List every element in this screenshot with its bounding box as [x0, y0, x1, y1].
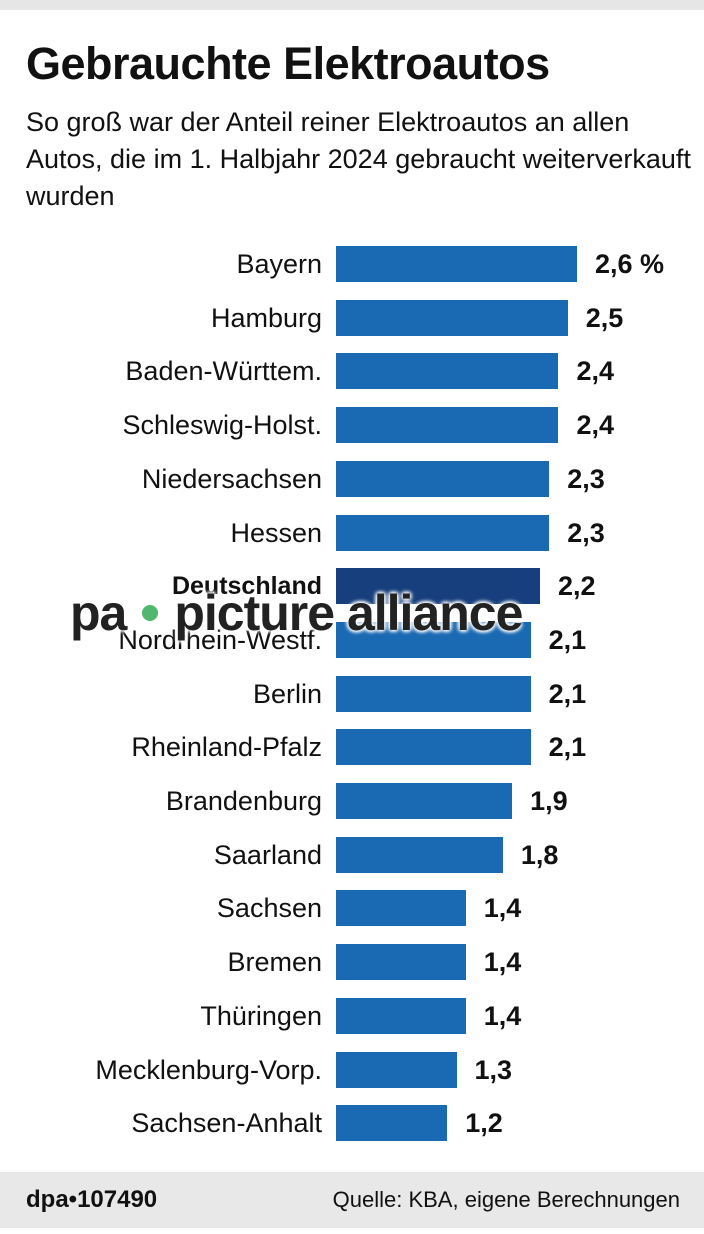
bar — [336, 783, 513, 819]
bar-row: Rheinland-Pfalz 2,1 — [0, 729, 704, 766]
bar-row: Schleswig-Holst. 2,4 — [0, 407, 704, 444]
bar-row: Nordrhein-Westf. 2,1 — [0, 621, 704, 658]
bar-row: Sachsen-Anhalt 1,2 — [0, 1105, 704, 1142]
category-label: Sachsen-Anhalt — [131, 1108, 322, 1139]
bar-row: Berlin 2,1 — [0, 675, 704, 712]
bar — [336, 1051, 457, 1088]
bar-row: Bayern 2,6 % — [0, 246, 704, 282]
value-label: 1,4 — [483, 1000, 522, 1031]
category-label: Deutschland — [171, 572, 322, 601]
value-label: 2,3 — [567, 463, 605, 494]
bar-row: Saarland 1,8 — [0, 836, 704, 873]
value-label: 1,4 — [483, 947, 522, 978]
category-label: Saarland — [213, 839, 322, 870]
bar — [336, 460, 550, 497]
value-label: 2,1 — [548, 678, 587, 709]
category-label: Niedersachsen — [141, 463, 322, 494]
category-label: Hamburg — [210, 302, 322, 333]
category-label: Nordrhein-Westf. — [118, 624, 322, 655]
value-label: 1,9 — [530, 786, 568, 816]
bar — [336, 407, 559, 444]
category-label: Berlin — [252, 678, 322, 709]
watermark-pa: pa — [70, 585, 127, 641]
value-label: 2,1 — [548, 624, 587, 655]
value-label: 1,2 — [465, 1108, 503, 1139]
bar — [336, 944, 466, 981]
value-label: 2,1 — [548, 732, 587, 763]
bar — [336, 997, 466, 1034]
bar-row: Brandenburg 1,9 — [0, 783, 704, 819]
category-label: Hessen — [230, 517, 322, 548]
category-label: Thüringen — [200, 1000, 322, 1031]
category-label: Brandenburg — [165, 786, 322, 816]
bar — [336, 836, 503, 873]
bar-row: Thüringen 1,4 — [0, 997, 704, 1034]
category-label: Rheinland-Pfalz — [131, 732, 322, 763]
category-label: Mecklenburg-Vorp. — [95, 1054, 322, 1085]
top-border — [0, 0, 704, 10]
value-label: 2,3 — [567, 517, 605, 548]
footer: dpa•107490 Quelle: KBA, eigene Berechnun… — [0, 1172, 704, 1228]
category-label: Schleswig-Holst. — [122, 410, 322, 441]
category-label: Sachsen — [216, 893, 322, 924]
chart-subtitle: So groß war der Anteil reiner Elektroaut… — [26, 107, 691, 211]
bar-row: Baden-Württem. 2,4 — [0, 353, 704, 390]
watermark-dot-icon — [142, 605, 159, 621]
value-label: 2,4 — [576, 410, 615, 441]
bar — [336, 890, 466, 927]
value-label: 1,8 — [520, 839, 559, 870]
bar-row: Mecklenburg-Vorp. 1,3 — [0, 1051, 704, 1088]
category-label: Baden-Württem. — [125, 356, 322, 387]
bar-row: Hessen 2,3 — [0, 514, 704, 551]
bar-row: Sachsen 1,4 — [0, 890, 704, 927]
bar-highlight — [336, 568, 540, 605]
watermark-picture-alliance: picture alliance — [174, 585, 523, 641]
bar-row: Hamburg 2,5 — [0, 299, 704, 336]
bar — [336, 1105, 448, 1142]
watermark: pa picture alliance — [70, 582, 523, 644]
bar — [336, 729, 531, 766]
source-note: Quelle: KBA, eigene Berechnungen — [332, 1187, 680, 1212]
value-label: 1,4 — [483, 893, 522, 924]
value-label: 1,3 — [474, 1054, 513, 1085]
bar — [336, 675, 531, 712]
value-label: 2,5 — [585, 302, 624, 333]
bar-row: Niedersachsen 2,3 — [0, 460, 704, 497]
bar-row: Deutschland 2,2 — [0, 568, 704, 605]
bar — [336, 514, 550, 551]
category-label: Bayern — [236, 249, 322, 279]
category-label: Bremen — [227, 947, 322, 978]
chart-title: Gebrauchte Elektroautos — [26, 38, 550, 89]
value-label: 2,2 — [557, 571, 596, 602]
bar — [336, 299, 568, 336]
bar — [336, 621, 531, 658]
dpa-graphic-id: dpa•107490 — [26, 1186, 158, 1213]
value-label: 2,4 — [576, 356, 615, 387]
bar — [336, 246, 578, 282]
bar-row: Bremen 1,4 — [0, 944, 704, 981]
value-label: 2,6 % — [595, 249, 665, 279]
bar — [336, 353, 559, 390]
